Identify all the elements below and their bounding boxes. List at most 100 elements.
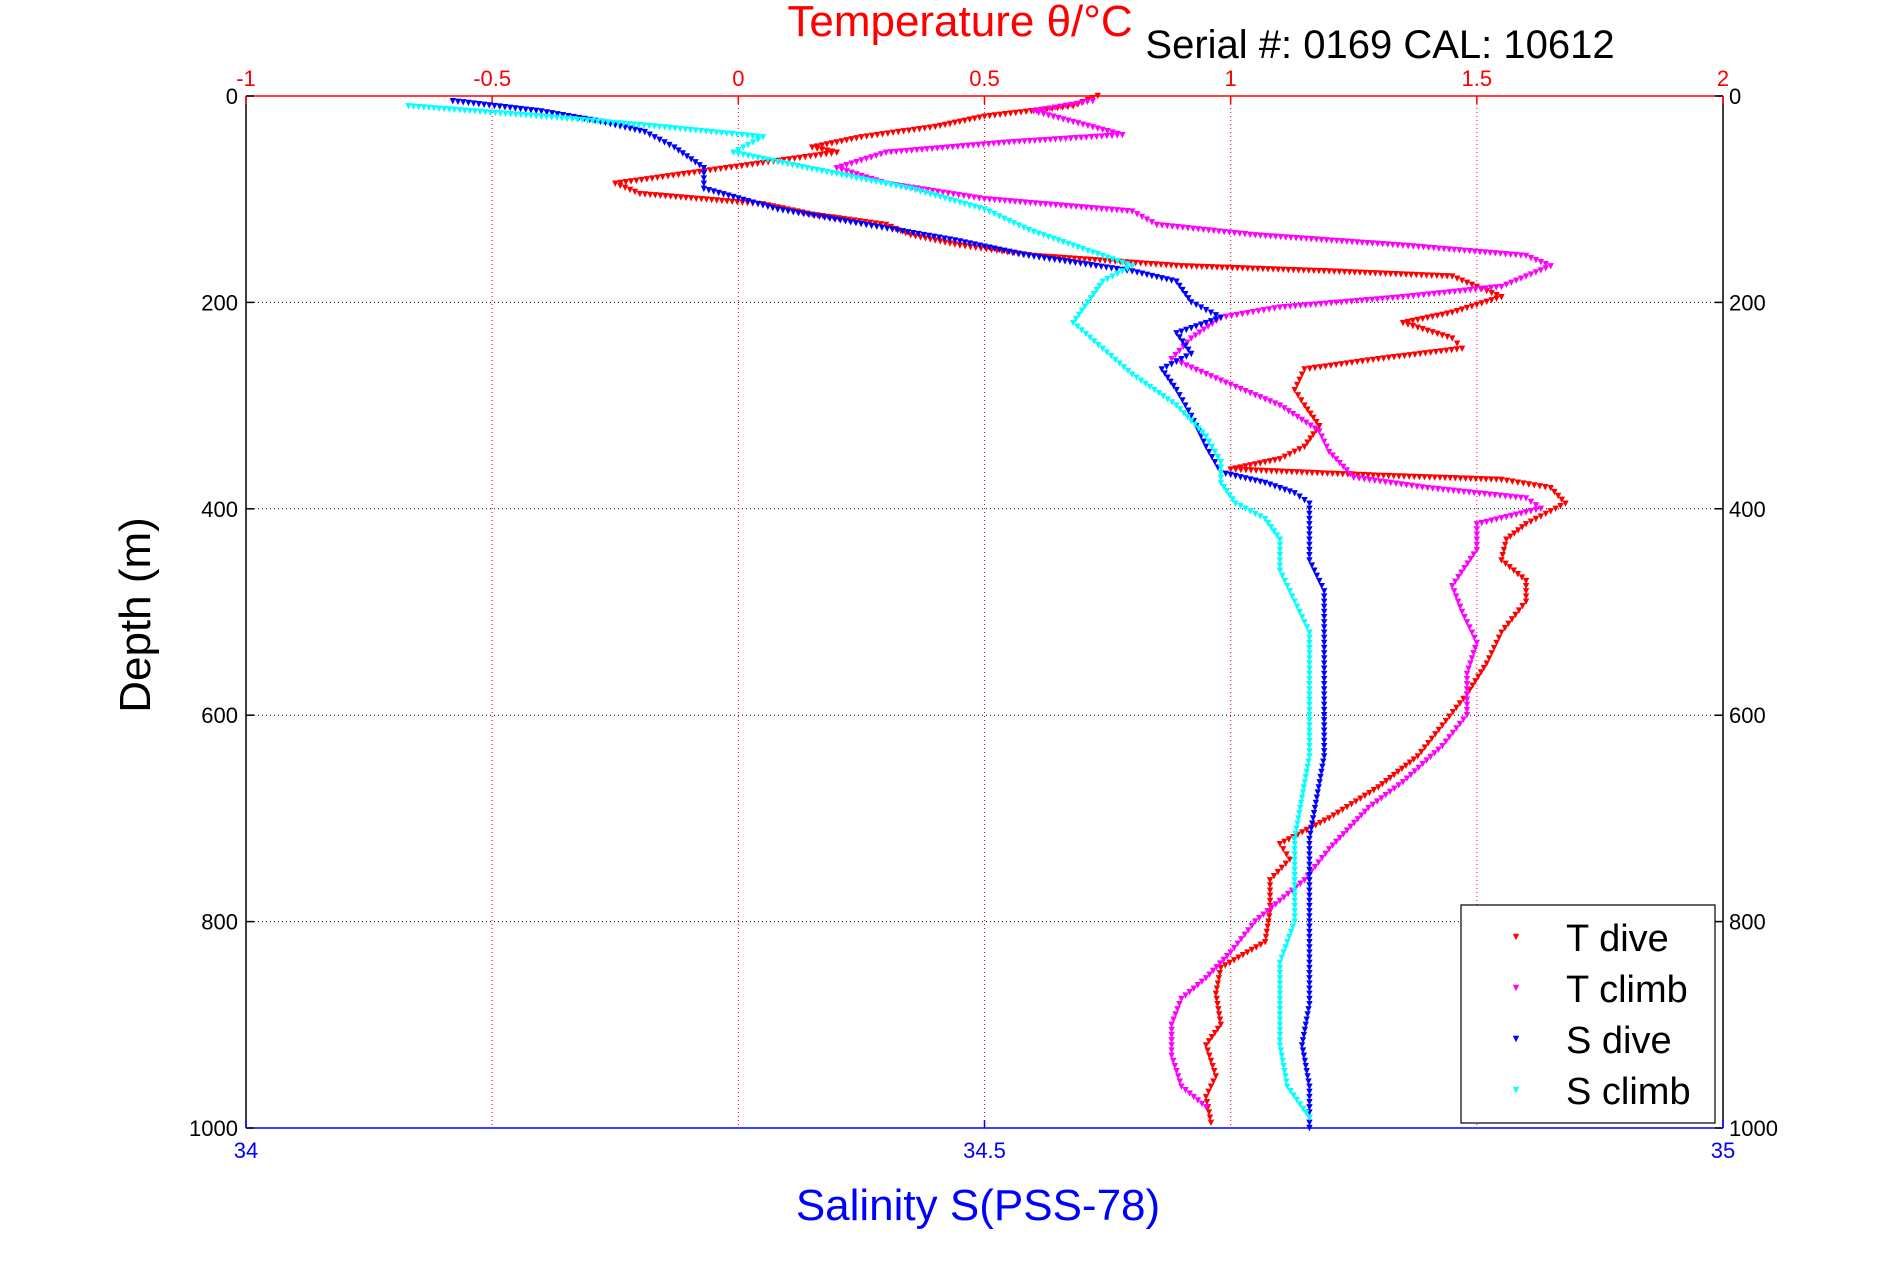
- data-point: [1022, 199, 1029, 206]
- data-point: [1377, 270, 1384, 277]
- data-point: [1306, 681, 1313, 688]
- data-point: [1276, 990, 1284, 998]
- data-point: [1280, 949, 1287, 956]
- data-point: [1216, 1016, 1224, 1023]
- data-point: [1025, 252, 1033, 260]
- data-point: [522, 112, 530, 119]
- data-point: [1473, 521, 1481, 528]
- data-point: [1311, 804, 1319, 812]
- data-point: [646, 122, 653, 130]
- data-point: [971, 203, 978, 210]
- data-point: [1306, 861, 1313, 869]
- data-point: [1453, 340, 1461, 347]
- data-point: [1278, 1052, 1285, 1059]
- data-point: [1081, 303, 1089, 310]
- data-point: [1488, 650, 1495, 657]
- data-point: [1247, 476, 1254, 483]
- data-point: [475, 100, 483, 108]
- data-point: [1328, 237, 1335, 244]
- data-point: [1173, 330, 1180, 337]
- data-point: [612, 180, 619, 187]
- data-point: [939, 144, 946, 152]
- data-point: [882, 221, 890, 229]
- data-point: [532, 107, 540, 115]
- data-point: [682, 194, 690, 202]
- data-point: [961, 117, 969, 124]
- data-point: [718, 197, 726, 205]
- data-point: [1473, 301, 1481, 309]
- data-point: [1129, 371, 1136, 378]
- data-point: [1443, 347, 1450, 354]
- data-point: [502, 110, 509, 118]
- data-point: [1291, 902, 1298, 910]
- data-point: [951, 237, 959, 244]
- data-point: [1409, 317, 1417, 325]
- data-point: [838, 171, 845, 179]
- data-point: [487, 109, 494, 116]
- data-point: [1292, 303, 1299, 310]
- data-point: [1476, 248, 1484, 256]
- data-point: [967, 243, 974, 251]
- data-point: [1452, 593, 1460, 600]
- data-point: [868, 132, 876, 140]
- data-point: [853, 135, 860, 142]
- data-point: [501, 104, 509, 111]
- data-point: [1215, 1011, 1223, 1018]
- data-point: [1554, 492, 1562, 500]
- data-point: [517, 111, 525, 119]
- data-point: [700, 180, 708, 187]
- data-point: [1109, 256, 1116, 263]
- data-point: [1470, 650, 1477, 657]
- data-point: [1316, 428, 1323, 435]
- data-point: [1448, 346, 1455, 354]
- data-point: [1203, 263, 1211, 271]
- data-point: [863, 155, 870, 163]
- data-point: [1078, 327, 1085, 334]
- data-point: [1211, 459, 1219, 466]
- data-point: [1076, 255, 1083, 263]
- data-point: [1299, 829, 1306, 836]
- data-point: [823, 151, 830, 158]
- data-point: [1168, 399, 1176, 406]
- data-point: [1405, 473, 1413, 481]
- data-point: [1321, 660, 1328, 667]
- data-point: [932, 123, 939, 131]
- data-point: [941, 121, 949, 129]
- data-point: [961, 243, 969, 250]
- data-point: [1051, 256, 1058, 264]
- data-point: [1030, 228, 1037, 236]
- data-point: [1333, 299, 1340, 307]
- data-point: [441, 105, 448, 113]
- data-point: [1481, 490, 1488, 498]
- data-point: [1103, 264, 1110, 271]
- data-point: [1116, 360, 1123, 367]
- data-point: [1311, 567, 1318, 574]
- data-point: [687, 195, 695, 202]
- data-point: [1168, 1037, 1175, 1044]
- data-point: [1252, 918, 1259, 925]
- data-point: [1067, 135, 1075, 142]
- data-point: [1467, 286, 1474, 294]
- data-point: [1433, 272, 1441, 280]
- data-point: [1249, 309, 1257, 316]
- data-point: [1176, 334, 1183, 341]
- data-point: [1486, 249, 1494, 257]
- data-point: [646, 191, 654, 199]
- data-point: [1306, 846, 1313, 853]
- data-point: [1222, 313, 1230, 321]
- data-point: [1176, 282, 1183, 290]
- data-point: [1207, 1057, 1215, 1065]
- data-point: [1336, 268, 1343, 276]
- data-point: [1168, 1052, 1175, 1059]
- data-point: [405, 103, 412, 110]
- data-point: [1168, 1047, 1175, 1054]
- data-point: [1322, 300, 1330, 307]
- data-point: [1333, 838, 1340, 846]
- data-point: [1157, 261, 1165, 269]
- data-point: [1197, 304, 1205, 311]
- data-point: [749, 133, 756, 140]
- data-point: [907, 185, 914, 193]
- data-point: [1291, 897, 1298, 905]
- data-point: [1285, 836, 1293, 843]
